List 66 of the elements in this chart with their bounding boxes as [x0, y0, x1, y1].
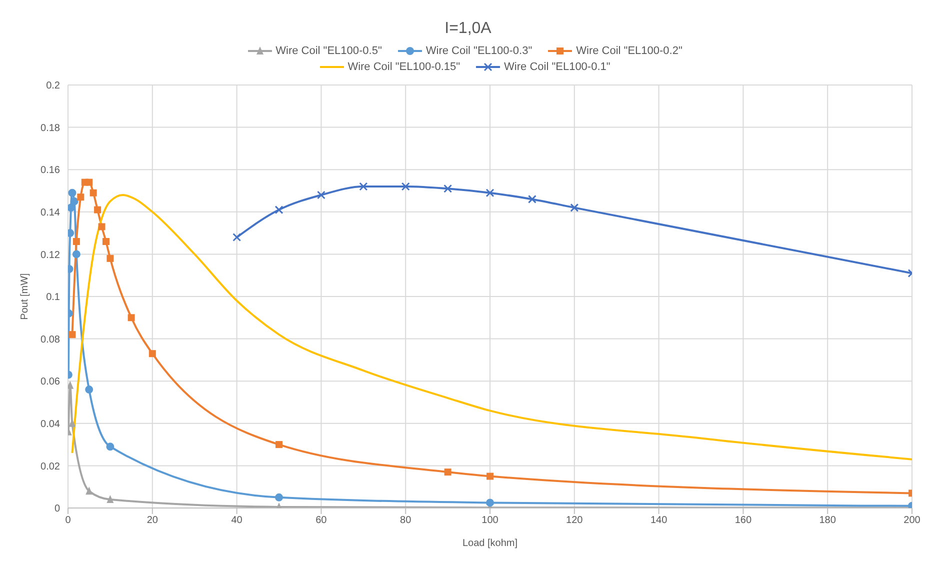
- x-tick-label: 80: [400, 515, 412, 526]
- point: [359, 182, 368, 191]
- point: [98, 223, 106, 230]
- y-tick-label: 0.18: [40, 122, 60, 134]
- y-tick-label: 0.08: [40, 334, 60, 346]
- x-tick-label: 200: [904, 515, 921, 526]
- point: [68, 331, 76, 338]
- point: [86, 178, 93, 186]
- point: [90, 189, 97, 196]
- y-tick-label: 0: [54, 504, 60, 515]
- point: [72, 238, 80, 246]
- y-tick-label: 0.04: [40, 418, 60, 430]
- point: [570, 203, 579, 212]
- point: [106, 495, 114, 504]
- point: [102, 238, 110, 246]
- x-tick-label: 180: [819, 515, 836, 526]
- point: [275, 493, 283, 502]
- x-tick-label: 20: [146, 515, 158, 526]
- x-tick-label: 120: [566, 515, 584, 526]
- point: [68, 188, 76, 197]
- y-tick-label: 0.02: [40, 461, 60, 472]
- point: [106, 442, 114, 451]
- point: [68, 204, 75, 212]
- y-tick-label: 0.16: [40, 165, 60, 176]
- point: [72, 250, 80, 258]
- point: [401, 182, 410, 191]
- x-tick-label: 100: [482, 515, 499, 526]
- point: [85, 386, 94, 394]
- point: [77, 194, 84, 201]
- legend-label: Wire Coil "EL100-0.15": [348, 61, 460, 73]
- x-tick-label: 140: [650, 515, 668, 526]
- point: [106, 254, 114, 262]
- y-axis-title: Pout [mW]: [20, 272, 31, 320]
- y-tick-label: 0.14: [40, 207, 60, 218]
- point: [486, 498, 494, 507]
- point: [232, 233, 242, 242]
- point: [486, 188, 494, 198]
- point: [276, 441, 282, 448]
- point: [128, 314, 135, 322]
- point: [444, 184, 452, 193]
- line-series: [71, 194, 912, 460]
- x-axis-title: Load [kohm]: [462, 538, 518, 549]
- point: [316, 190, 326, 200]
- point: [148, 350, 156, 358]
- point: [486, 472, 494, 480]
- point: [94, 206, 102, 214]
- point: [528, 194, 536, 204]
- y-tick-label: 0.2: [46, 80, 60, 92]
- chart-title: I=1,0A: [444, 19, 492, 38]
- y-tick-label: 0.12: [40, 250, 60, 261]
- legend-label: Wire Coil "EL100-0.3": [426, 45, 532, 57]
- point: [70, 197, 78, 206]
- point: [86, 486, 93, 495]
- x-tick-label: 0: [65, 515, 72, 526]
- point: [68, 380, 74, 389]
- x-tick-label: 160: [734, 515, 752, 526]
- point: [444, 468, 452, 476]
- x-tick-label: 60: [316, 515, 328, 526]
- legend-label: Wire Coil "EL100-0.2": [576, 45, 682, 57]
- point: [274, 206, 284, 214]
- y-tick-label: 0.06: [40, 376, 60, 388]
- point: [68, 229, 74, 238]
- legend-label: Wire Coil "EL100-0.1": [504, 61, 610, 73]
- x-tick-label: 40: [231, 515, 243, 526]
- legend-label: Wire Coil "EL100-0.5": [276, 45, 382, 57]
- y-tick-label: 0.1: [46, 292, 60, 304]
